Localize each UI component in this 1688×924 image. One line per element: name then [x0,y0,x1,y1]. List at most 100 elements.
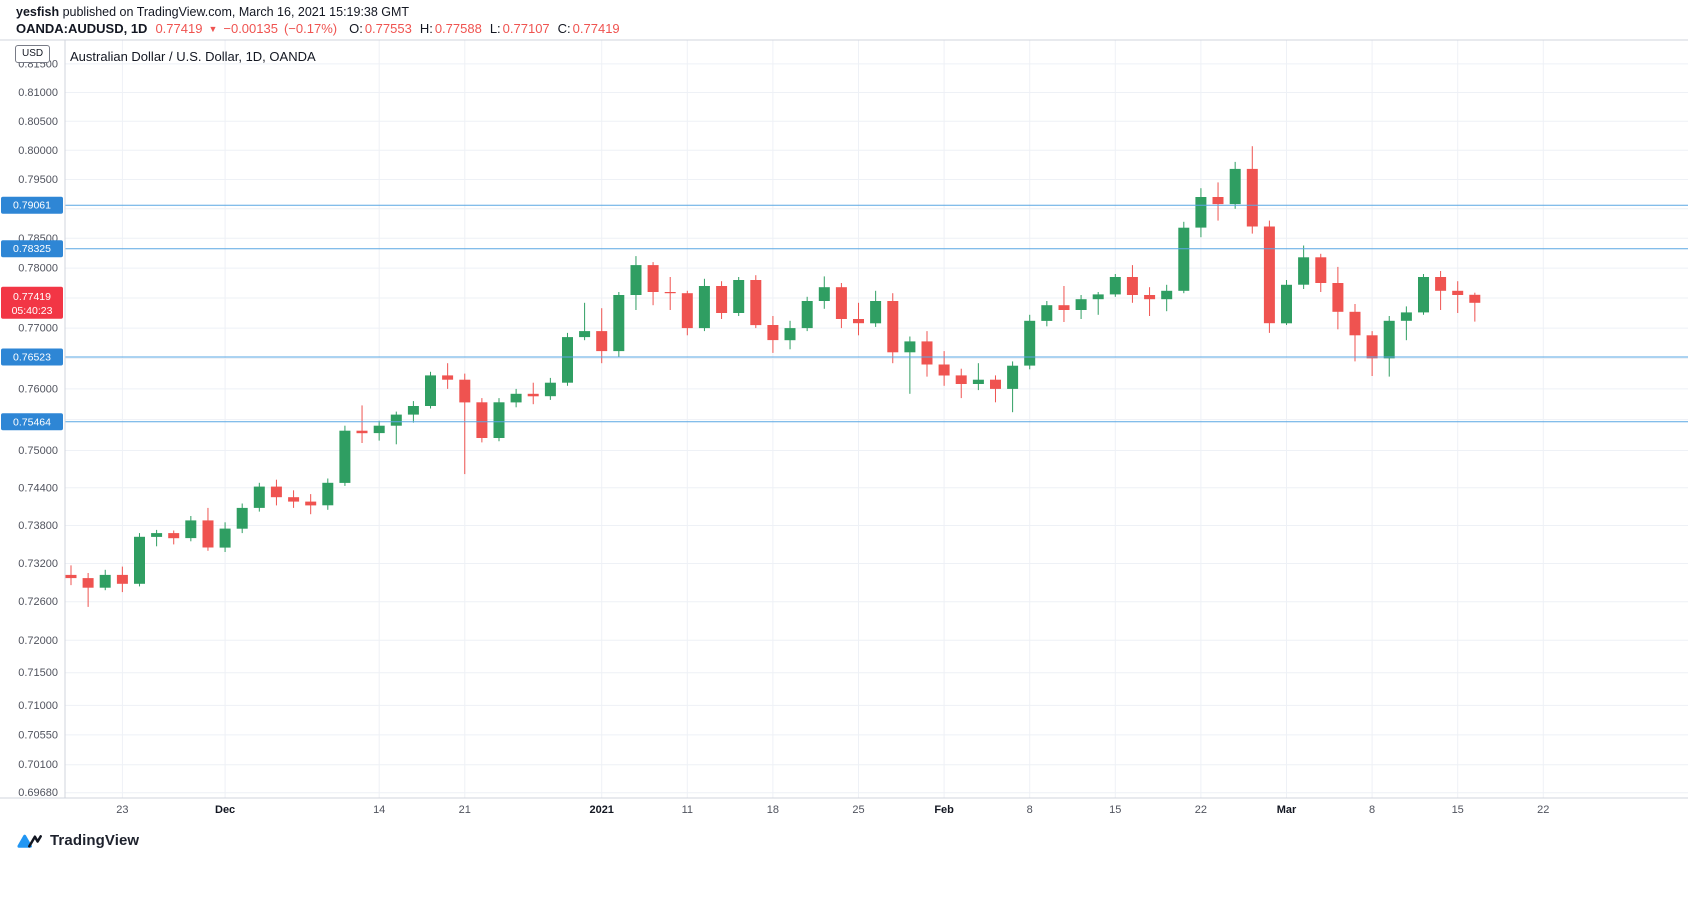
price-axis-label: 0.70100 [18,759,58,771]
price-axis-label: 0.70550 [18,729,58,741]
candle-body [698,286,710,329]
price-axis-label: 0.80000 [18,145,58,157]
candle-body [510,393,522,403]
candle-body [1007,365,1019,389]
candle-body [151,533,163,537]
tradingview-attribution[interactable]: TradingView [16,831,139,849]
price-axis-label: 0.71000 [18,700,58,712]
candle-body [801,301,813,329]
candle-body [990,379,1001,389]
candle-body [322,482,334,506]
candle-body [253,486,265,508]
close-value: 0.77419 [572,21,620,36]
candle-body [664,292,676,294]
time-axis[interactable]: 23 Dec 14 21 2021 11 18 25 Feb 8 15 22 Mar 8 15 22 [116,804,1549,816]
candle-body [1298,257,1310,285]
candle-body [305,501,317,506]
candle-body [733,280,745,313]
candle-body [1435,277,1447,291]
price-axis-label: 0.80500 [18,116,58,128]
candle-body [1383,320,1395,359]
price-axis-label: 0.71500 [18,667,58,679]
candle-body [972,379,984,384]
candle-body [373,425,385,434]
candle-body [116,574,128,584]
last-price: 0.77419 [155,21,203,36]
level-price-badge [1,348,63,366]
price-axis-label: 0.73200 [18,558,58,570]
direction-down-icon: ▼ [208,24,218,34]
candle-body [425,375,436,406]
candle-body [82,578,94,588]
high-value: 0.77588 [434,21,482,36]
price-axis-label: 0.77000 [18,323,58,335]
candle-body [185,520,197,539]
candle-body [1178,227,1190,291]
candle-body [1024,320,1036,366]
level-price-badge [1,413,63,431]
candle-body [407,406,419,415]
current-price-label: 0.77419 [13,291,51,303]
candle-body [1452,290,1464,295]
candle-body [219,528,231,548]
symbol-link[interactable]: OANDA:AUDUSD, 1D [16,21,148,36]
ohlc-readout: O: 0.77553 H: 0.77588 L: 0.77107 C: 0.77419 [349,21,620,36]
candle-body [1126,277,1138,295]
chart-legend[interactable]: Australian Dollar / U.S. Dollar, 1D, OAN… [70,49,316,64]
candle-body [1058,305,1070,310]
grid-layer [65,40,1688,798]
time-axis-label: 15 [1452,804,1464,816]
candle-body [544,382,556,397]
published-info: published on TradingView.com, March 16, … [59,5,410,19]
level-price-badge [1,196,63,214]
time-axis-label: 14 [373,804,385,816]
candle-body [356,430,368,434]
close-label: C: [557,21,571,36]
low-readout: L: 0.77107 [490,21,550,36]
candle-body [647,265,659,292]
candle-body [938,364,950,376]
level-lines-layer [65,204,1688,423]
candle-body [870,301,882,324]
candle-body [613,295,625,352]
candle-body [134,536,145,584]
candle-body [1144,295,1156,300]
time-axis-label: 2021 [589,804,613,816]
level-price-badge [1,240,63,258]
price-axis-label: 0.69680 [18,787,58,799]
candle-body [1092,294,1104,300]
low-value: 0.77107 [502,21,550,36]
candle-body [442,375,454,380]
currency-unit-button[interactable]: USD [15,45,51,63]
candle-body [168,533,180,539]
candle-body [1349,311,1361,336]
candle-body [1332,283,1344,312]
candle-body [716,286,728,313]
candle-body [1161,290,1173,300]
level-price-badge-label: 0.79061 [13,200,51,212]
candle-body [887,301,899,353]
time-axis-label: 8 [1027,804,1033,816]
candle-body [955,375,967,384]
candle-body [390,414,402,426]
candle-body [1315,257,1327,283]
time-axis-label: 25 [852,804,864,816]
candle-body [784,328,796,341]
publisher-name: yesfish [16,5,60,19]
candle-body [596,331,608,352]
candle-body [339,430,351,483]
candle-body [630,265,642,295]
time-axis-label: 21 [459,804,471,816]
candle-body [270,486,282,498]
level-price-badge-label: 0.78325 [13,243,51,255]
candle-body [65,574,77,579]
price-axis[interactable]: 0.815000.810000.805000.800000.795000.785… [1,58,63,799]
time-axis-label: 11 [682,804,693,816]
candle-body [1109,277,1121,295]
time-axis-label: Feb [934,804,954,816]
candle-body [1281,284,1292,324]
time-axis-label: 22 [1537,804,1549,816]
level-price-badge-label: 0.76523 [13,352,51,364]
